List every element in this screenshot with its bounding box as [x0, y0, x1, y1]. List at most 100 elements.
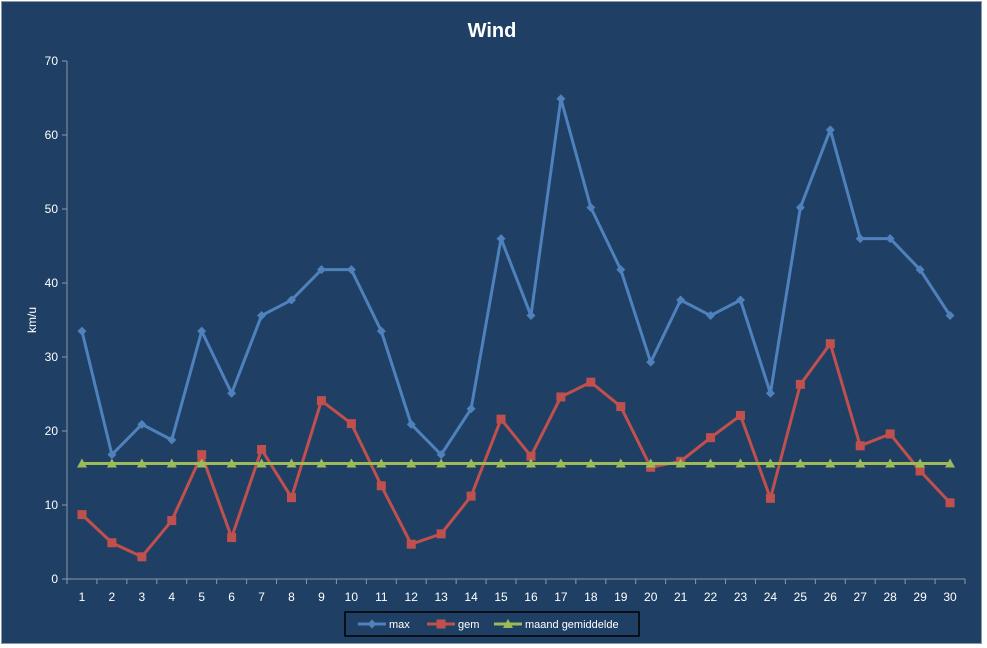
data-point-maand-gemiddelde	[256, 458, 267, 468]
x-tick-label: 16	[524, 590, 538, 604]
data-point-max	[885, 234, 895, 244]
data-point-gem	[376, 481, 386, 491]
x-tick-label: 11	[375, 590, 388, 604]
data-point-gem	[436, 529, 446, 539]
x-tick-label: 24	[764, 590, 778, 604]
data-point-gem	[227, 533, 237, 543]
data-point-max	[257, 311, 267, 321]
y-tick-label: 10	[45, 498, 59, 512]
data-point-max	[676, 295, 686, 305]
series-maand-gemiddelde	[76, 458, 956, 468]
data-point-gem	[795, 379, 805, 389]
data-point-maand-gemiddelde	[735, 458, 746, 468]
data-point-maand-gemiddelde	[376, 458, 387, 468]
legend-label-max: max	[389, 619, 410, 631]
data-point-maand-gemiddelde	[525, 458, 536, 468]
data-point-max	[406, 419, 416, 429]
data-point-maand-gemiddelde	[106, 458, 117, 468]
data-point-max	[167, 435, 177, 445]
x-tick-label: 29	[913, 590, 927, 604]
legend-label-gem: gem	[458, 619, 479, 631]
data-point-maand-gemiddelde	[406, 458, 417, 468]
legend-marker-max	[367, 619, 377, 629]
data-point-gem	[526, 451, 536, 461]
x-tick-label: 23	[734, 590, 748, 604]
data-point-gem	[556, 392, 566, 402]
data-point-gem	[915, 466, 925, 476]
x-tick-label: 25	[794, 590, 808, 604]
series-line-gem	[80, 342, 952, 559]
plot-series	[76, 94, 956, 562]
data-point-maand-gemiddelde	[915, 458, 926, 468]
x-tick-label: 6	[228, 590, 235, 604]
data-point-maand-gemiddelde	[286, 458, 297, 468]
legend: max gem maand gemiddelde	[344, 611, 640, 637]
data-point-maand-gemiddelde	[166, 458, 177, 468]
data-point-maand-gemiddelde	[615, 458, 626, 468]
data-point-maand-gemiddelde	[645, 458, 656, 468]
data-point-gem	[77, 510, 87, 520]
data-point-max	[736, 295, 745, 305]
y-tick-label: 70	[45, 54, 59, 68]
legend-marker-gem	[436, 619, 446, 629]
data-point-gem	[706, 433, 716, 443]
data-point-max	[346, 265, 356, 275]
data-point-maand-gemiddelde	[196, 458, 207, 468]
data-point-gem	[586, 377, 596, 387]
data-point-maand-gemiddelde	[436, 458, 447, 468]
data-point-maand-gemiddelde	[885, 458, 896, 468]
data-point-maand-gemiddelde	[675, 458, 686, 468]
y-tick-label: 30	[45, 350, 59, 364]
data-point-gem	[945, 498, 955, 508]
data-point-maand-gemiddelde	[346, 458, 357, 468]
data-point-max	[316, 265, 326, 275]
data-point-max	[795, 203, 805, 213]
data-point-max	[855, 234, 865, 244]
data-point-maand-gemiddelde	[585, 458, 596, 468]
y-tick-label: 20	[45, 424, 59, 438]
data-point-max	[616, 265, 626, 275]
x-tick-label: 13	[434, 590, 448, 604]
data-point-maand-gemiddelde	[226, 458, 237, 468]
x-tick-label: 26	[824, 590, 838, 604]
data-point-maand-gemiddelde	[466, 458, 477, 468]
data-point-max	[197, 326, 207, 336]
data-point-max	[945, 311, 955, 321]
y-tick-label: 60	[45, 128, 59, 142]
data-point-gem	[765, 493, 775, 503]
data-point-gem	[346, 419, 356, 429]
series-line-max	[80, 97, 952, 457]
x-tick-label: 15	[494, 590, 508, 604]
x-tick-label: 4	[168, 590, 175, 604]
data-point-gem	[736, 410, 745, 420]
data-point-maand-gemiddelde	[855, 458, 866, 468]
x-tick-label: 5	[198, 590, 205, 604]
legend-box	[344, 611, 640, 637]
x-tick-label: 20	[644, 590, 658, 604]
data-point-max	[586, 203, 596, 213]
x-tick-label: 17	[554, 590, 568, 604]
x-tick-label: 30	[943, 590, 957, 604]
data-point-max	[706, 311, 716, 321]
x-tick-label: 9	[318, 590, 325, 604]
data-point-max	[107, 450, 117, 460]
data-point-max	[466, 404, 476, 414]
data-point-gem	[496, 414, 506, 424]
data-point-maand-gemiddelde	[765, 458, 776, 468]
legend-label-maand-gemiddelde: maand gemiddelde	[525, 619, 619, 631]
data-point-max	[376, 326, 386, 336]
data-point-max	[137, 419, 147, 429]
data-point-gem	[287, 493, 296, 503]
y-tick-label: 40	[45, 276, 59, 290]
y-axis-label: km/u	[25, 307, 39, 333]
data-point-max	[825, 125, 835, 135]
data-point-max	[436, 450, 446, 460]
data-point-maand-gemiddelde	[795, 458, 806, 468]
chart-title: Wind	[468, 20, 517, 42]
data-point-gem	[616, 402, 626, 412]
y-tick-label: 0	[51, 572, 58, 586]
data-point-maand-gemiddelde	[945, 458, 956, 468]
